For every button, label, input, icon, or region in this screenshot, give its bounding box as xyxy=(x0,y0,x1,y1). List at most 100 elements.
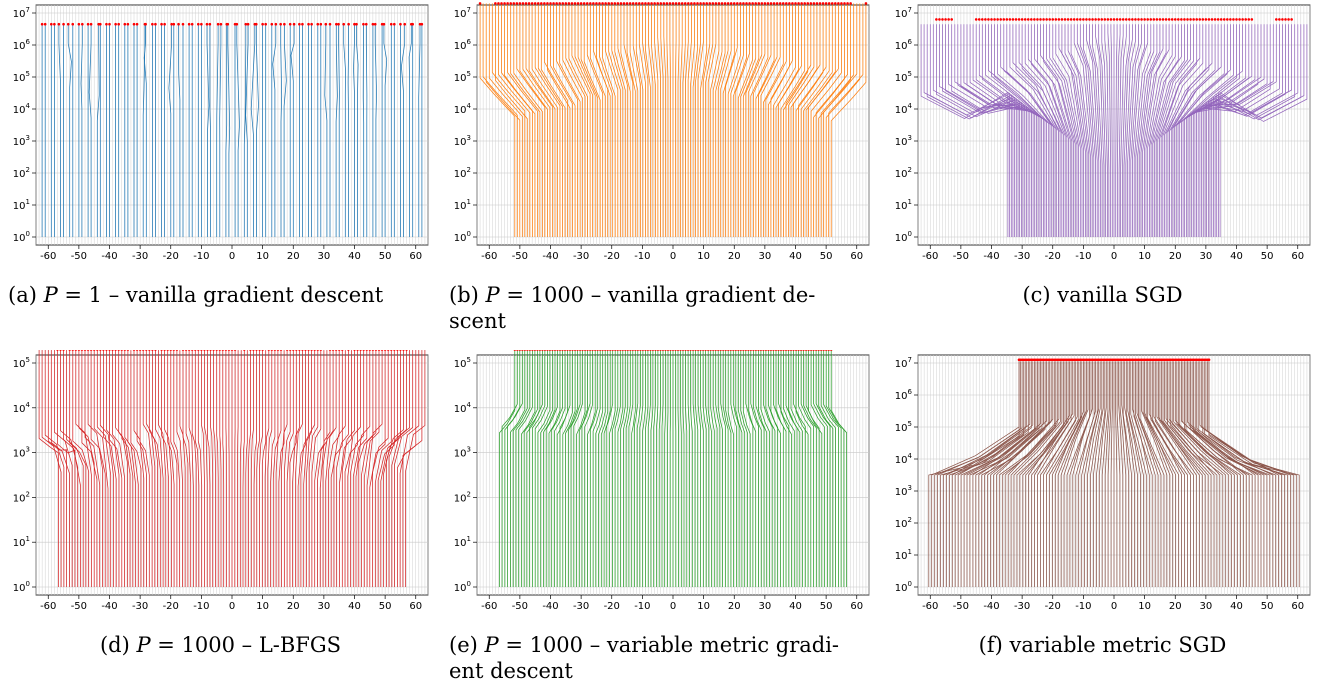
y-tick-label: 105 xyxy=(13,356,30,370)
trajectory-line xyxy=(1173,361,1230,587)
final-point-marker xyxy=(1232,18,1235,21)
trajectory-line xyxy=(537,350,551,587)
trajectory-line xyxy=(383,24,388,237)
final-point-marker xyxy=(518,2,522,5)
final-point-marker xyxy=(536,350,539,351)
trajectory-line xyxy=(577,3,596,237)
final-point-marker xyxy=(1180,18,1183,21)
trajectory-line xyxy=(581,350,591,587)
trajectory-line xyxy=(920,24,1009,237)
final-point-marker xyxy=(503,2,506,5)
y-tick-label: 100 xyxy=(13,230,30,244)
trajectory-line xyxy=(715,3,726,237)
trajectory-line xyxy=(1043,361,1078,587)
final-point-marker xyxy=(1094,18,1097,21)
final-point-marker xyxy=(396,350,399,351)
final-point-marker xyxy=(230,350,234,351)
x-tick-label: -30 xyxy=(132,601,148,612)
trajectory-line xyxy=(1027,24,1068,237)
trajectory-line xyxy=(1167,361,1218,587)
final-point-marker xyxy=(276,350,280,351)
trajectory-line xyxy=(639,350,644,587)
final-point-marker xyxy=(553,350,557,351)
trajectory-line xyxy=(788,350,801,587)
trajectory-line xyxy=(1122,24,1130,237)
trajectory-line xyxy=(118,350,131,587)
final-point-marker xyxy=(837,2,840,5)
trajectory-line xyxy=(1018,24,1063,237)
final-point-marker xyxy=(610,2,614,5)
final-point-marker xyxy=(40,22,44,26)
trajectory-line xyxy=(1083,24,1098,237)
x-tick-label: 60 xyxy=(409,601,422,612)
trajectory-line xyxy=(720,3,732,237)
final-point-marker xyxy=(285,350,289,351)
trajectory-line xyxy=(600,350,609,587)
trajectory-line xyxy=(931,361,1020,587)
final-point-marker xyxy=(674,2,678,5)
x-tick-label: 0 xyxy=(1111,601,1117,612)
trajectory-line xyxy=(727,3,741,237)
y-tick-label: 100 xyxy=(895,230,912,244)
final-point-marker xyxy=(77,22,81,26)
final-point-marker xyxy=(558,350,562,351)
final-point-marker xyxy=(1131,18,1134,21)
final-point-marker xyxy=(187,350,191,351)
final-point-marker xyxy=(108,22,111,26)
x-tick-label: -30 xyxy=(132,251,148,262)
chart-b: -60 -50 -40 -30 -20 -10 0 10 20 30 40 50 60 100 101 102… xyxy=(454,2,870,262)
final-point-marker xyxy=(527,2,531,5)
final-point-marker xyxy=(571,350,574,351)
final-point-marker xyxy=(235,22,239,26)
trajectory-line xyxy=(763,350,773,587)
final-point-marker xyxy=(634,2,638,5)
trajectory-line xyxy=(710,350,715,587)
trajectory-line xyxy=(1075,361,1095,587)
final-point-marker xyxy=(135,22,139,26)
trajectory-line xyxy=(625,350,631,587)
trajectory-line xyxy=(1098,24,1106,237)
trajectory-line xyxy=(80,24,83,237)
trajectory-line xyxy=(47,350,67,587)
final-point-marker xyxy=(399,22,402,26)
final-point-marker xyxy=(993,18,996,21)
final-point-marker xyxy=(390,350,393,351)
final-point-marker xyxy=(824,350,828,351)
x-tick-label: 0 xyxy=(229,251,235,262)
final-point-marker xyxy=(784,350,788,351)
trajectory-line xyxy=(401,24,406,237)
trajectory-line xyxy=(491,3,526,237)
final-point-marker xyxy=(364,22,368,26)
trajectory-line xyxy=(966,24,1034,237)
x-tick-label: -30 xyxy=(573,601,589,612)
trajectory-line xyxy=(1139,361,1165,587)
final-point-marker xyxy=(809,350,813,351)
final-point-marker xyxy=(393,22,396,26)
trajectory-line xyxy=(408,24,412,237)
panel-e: -60 -50 -40 -30 -20 -10 0 10 20 30 40 50 60 100 101 102… xyxy=(441,350,882,612)
y-tick-label: 103 xyxy=(895,134,912,148)
trajectory-line xyxy=(1140,24,1164,237)
final-point-marker xyxy=(576,2,580,5)
final-point-marker xyxy=(405,350,408,351)
final-point-marker xyxy=(353,22,356,26)
trajectory-line xyxy=(253,350,257,587)
final-point-marker xyxy=(319,22,323,26)
final-point-marker xyxy=(1287,18,1290,21)
final-point-marker xyxy=(734,350,738,351)
trajectory-line xyxy=(586,3,604,237)
panel-c: -60 -50 -40 -30 -20 -10 0 10 20 30 40 50 60 100 101 102… xyxy=(882,0,1323,262)
trajectory-line xyxy=(1095,24,1105,237)
final-point-marker xyxy=(680,2,684,5)
final-point-marker xyxy=(515,2,519,5)
final-point-marker xyxy=(744,350,748,351)
trajectory-line xyxy=(742,350,751,587)
trajectory-line xyxy=(531,3,558,237)
trajectory-line xyxy=(785,350,798,587)
trajectory-line xyxy=(1138,24,1161,237)
trajectory-line xyxy=(620,3,631,237)
final-point-marker xyxy=(843,2,846,5)
final-point-marker xyxy=(1235,18,1238,21)
final-point-marker xyxy=(638,2,641,5)
final-point-marker xyxy=(56,350,59,351)
